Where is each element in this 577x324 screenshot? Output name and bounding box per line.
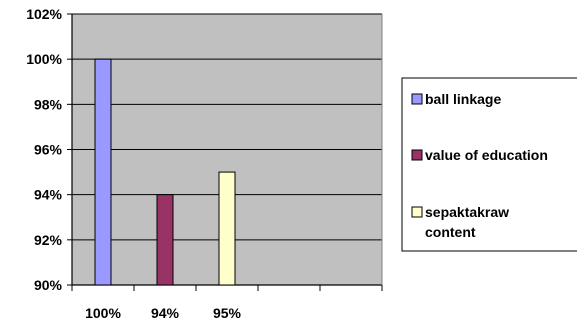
y-tick-label: 90% (34, 277, 63, 293)
legend: ball linkage value of education sepaktakra… (401, 77, 577, 252)
y-tick-label: 96% (34, 142, 63, 158)
legend-swatch-2 (411, 149, 423, 161)
legend-box (401, 77, 577, 252)
y-tick-label: 102% (26, 6, 62, 22)
legend-label-3: sepaktakraw (425, 204, 509, 220)
y-tick-label: 100% (26, 51, 62, 67)
y-tick-label: 94% (34, 187, 63, 203)
x-tick-label: 95% (213, 305, 242, 321)
y-tick-label: 92% (34, 232, 63, 248)
legend-swatch-1 (411, 93, 423, 105)
bar-2 (156, 194, 174, 286)
legend-swatch-3 (411, 206, 423, 218)
bar-3 (218, 171, 236, 286)
x-tick-label: 100% (85, 305, 121, 321)
legend-label-2: value of education (425, 147, 548, 163)
plot-area: 90% 92% 94% 96% 98% 100% 102% 100% 94% 95% (26, 6, 383, 321)
legend-label-3: content (425, 224, 476, 240)
x-tick-label: 94% (151, 305, 180, 321)
legend-label-1: ball linkage (425, 91, 501, 107)
bar-1 (94, 58, 112, 286)
y-tick-label: 98% (34, 96, 63, 112)
